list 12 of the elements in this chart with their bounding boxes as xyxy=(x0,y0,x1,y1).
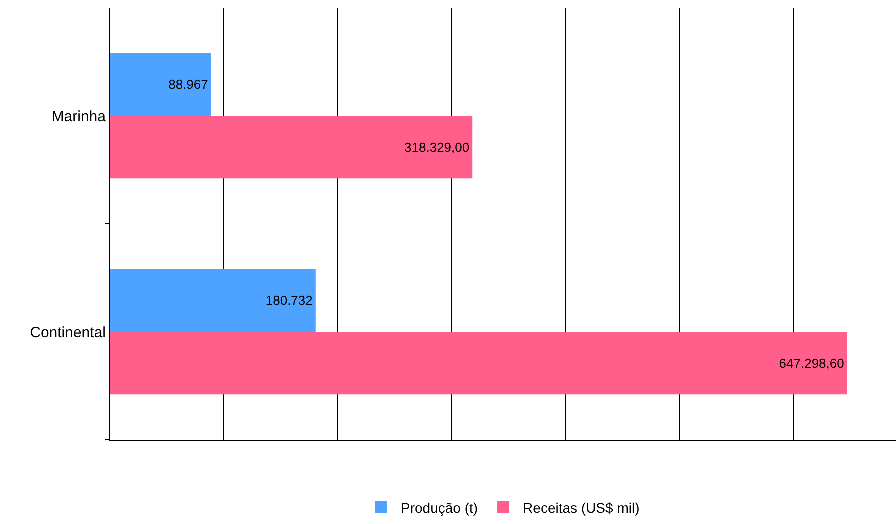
bar xyxy=(110,269,316,332)
data-label: 88.967 xyxy=(168,77,208,92)
bar xyxy=(110,116,473,179)
data-label: 180.732 xyxy=(266,293,313,308)
y-tick-label: Marinha xyxy=(52,108,107,126)
data-label: 647.298,60 xyxy=(779,356,844,371)
legend-label: Receitas (US$ mil) xyxy=(523,500,640,516)
bar xyxy=(110,53,212,116)
bar xyxy=(110,332,848,395)
legend-label: Produção (t) xyxy=(401,500,478,516)
data-label: 318.329,00 xyxy=(404,140,470,155)
y-tick-label: Continental xyxy=(30,324,106,342)
